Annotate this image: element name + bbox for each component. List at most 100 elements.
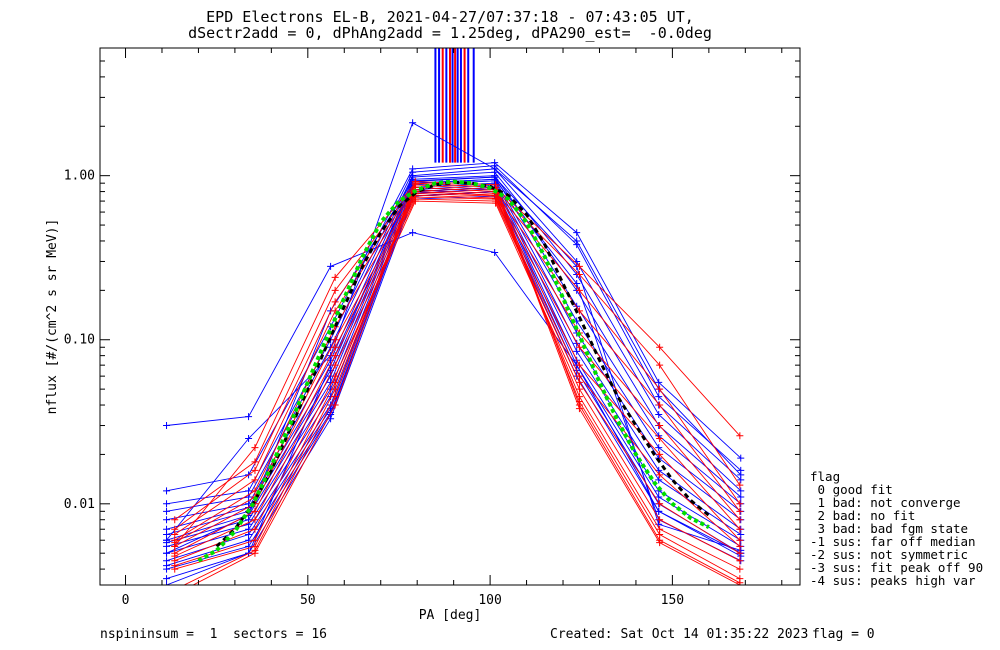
legend-item: -2 sus: not symmetric [810,547,969,562]
axes: 0 50 100 150 0.01 0.10 1.00 PA [deg] nflux [#/(c… [45,47,801,623]
fit-curve-green [197,179,710,563]
series-point [251,536,259,544]
series-point [163,575,171,583]
series-point [656,435,664,443]
series-point [737,454,745,462]
series-line [174,200,741,562]
x-tick-label: 150 [661,593,684,608]
series-line [166,175,742,530]
series-point [656,500,664,508]
series-point [655,393,663,401]
series-point [245,487,253,495]
series-point [163,500,171,508]
series-point [575,372,583,380]
series-point [163,487,171,495]
series-point [736,516,744,524]
series-point [656,343,664,351]
series-point [575,385,583,393]
series-line [174,194,741,547]
series-point [251,444,259,452]
series-line [166,232,742,554]
series-point [171,591,178,598]
legend-title: flag [810,469,841,484]
series-point [409,229,417,237]
series-point [573,229,581,237]
series-point [251,525,259,533]
x-tick-label: 0 [122,593,130,608]
legend-item: -3 sus: fit peak off 90 [810,560,984,575]
series-point [656,516,664,524]
series-point [656,422,664,430]
series-point [163,516,171,524]
series-point [331,393,339,401]
series-point [575,286,583,294]
series-point [736,565,744,573]
series-line [166,162,742,492]
series-point [331,401,339,409]
legend-item: 1 bad: not converge [810,495,961,510]
legend-item: 0 good fit [810,482,893,497]
series-point [575,270,583,278]
series-point [736,500,744,508]
series-point [575,378,583,386]
series-line [174,184,741,521]
series-point [171,516,179,524]
series-point [656,450,664,458]
data-series [163,119,745,598]
series-point [737,466,745,474]
series-point [331,352,339,360]
series-line [166,171,742,521]
series-point [736,507,744,515]
x-tick-label: 50 [300,593,316,608]
title-line-1: EPD Electrons EL-B, 2021-04-27/07:37:18 … [206,8,694,26]
series-line [166,168,742,512]
legend-item: 3 bad: bad fgm state [810,521,969,536]
series-point [251,466,259,474]
series-point [163,507,171,515]
series-point [575,405,583,413]
series-point [655,507,663,515]
x-tick-label: 100 [478,593,501,608]
series-point [492,199,500,207]
footer-created: Created: Sat Oct 14 01:35:22 2023 [550,627,809,642]
series-point [331,286,339,294]
series-line [166,122,742,541]
series-point [736,542,744,550]
series-line [174,198,741,557]
series-point [331,385,339,393]
y-axis-label: nflux [#/(cm^2 s sr MeV)] [45,219,60,415]
series-line [192,182,741,585]
series-point [736,536,744,544]
series-point [491,173,499,181]
plot-frame [99,47,801,586]
series-point [736,549,744,557]
title-line-2: dSectr2add = 0, dPhAng2add = 1.25deg, dP… [188,24,712,42]
series-point [331,343,339,351]
series-point [737,493,745,501]
legend-item: -4 sus: peaks high var [810,573,976,588]
series-point [171,542,179,550]
footer-nspin: nspininsum = 1 sectors = 16 [100,627,327,642]
y-tick-label: 0.01 [64,497,95,512]
series-point [171,586,178,593]
series-point [655,378,663,386]
series-point [655,476,663,484]
series-point [245,542,253,550]
series-point [736,525,744,533]
series-point [655,411,663,419]
legend-item: 2 bad: no fit [810,508,916,523]
legend-item: -1 sus: far off median [810,534,976,549]
series-point [655,493,663,501]
y-tick-label: 0.10 [64,333,95,348]
series-point [656,361,664,369]
series-point [573,280,581,288]
series-line [174,192,741,543]
series-line [166,180,742,544]
series-point [573,339,581,347]
series-point [245,413,253,421]
y-tick-label: 1.00 [64,169,95,184]
series-point [163,565,171,573]
series-line [174,191,741,570]
peak-bars [434,48,475,163]
